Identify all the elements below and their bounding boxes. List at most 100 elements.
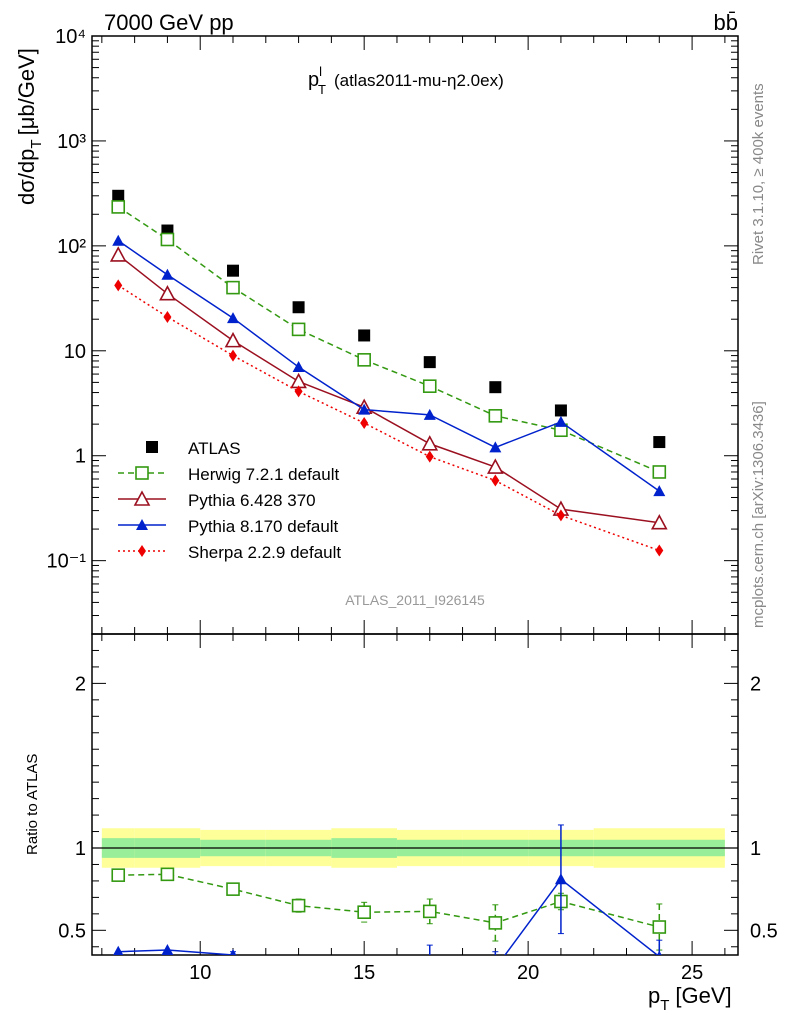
y-tick-label: 1 [75, 446, 86, 468]
data-point [554, 415, 567, 427]
data-point [292, 301, 305, 314]
data-point [487, 458, 504, 474]
data-point [425, 450, 434, 463]
data-point [423, 356, 436, 369]
data-point [112, 234, 125, 246]
legend-entry: ATLAS [146, 439, 241, 458]
data-point [421, 435, 439, 451]
data-point [652, 465, 667, 479]
ratio-line [118, 878, 659, 955]
series-atlas [112, 189, 666, 449]
legend-entry: Pythia 6.428 370 [118, 490, 316, 510]
data-point [135, 466, 149, 480]
data-point [360, 417, 369, 430]
data-point [357, 905, 371, 920]
series-line [117, 206, 660, 473]
data-point [226, 280, 240, 295]
data-point [652, 920, 667, 934]
data-point [653, 436, 666, 449]
y-axis-label: dσ/dpT [μb/GeV] [14, 48, 45, 205]
ratio-y-axis-label: Ratio to ATLAS [24, 754, 41, 855]
legend-label: Pythia 6.428 370 [188, 491, 316, 510]
data-point [294, 385, 303, 398]
data-point [488, 409, 503, 423]
data-point [424, 956, 436, 967]
header-left: 7000 GeV pp [104, 10, 234, 35]
x-tick-label: 10 [189, 962, 211, 984]
data-point [159, 285, 176, 301]
data-point [653, 485, 666, 497]
data-point [146, 441, 158, 453]
data-point [556, 509, 565, 522]
data-point [133, 490, 151, 506]
y-axis-label-unit: [μb/GeV] [14, 48, 39, 135]
data-point [489, 381, 502, 394]
x-tick-label: 20 [517, 962, 539, 984]
legend-label: Sherpa 2.2.9 default [188, 543, 341, 562]
data-point [226, 882, 240, 896]
legend: ATLAS Herwig 7.2.1 default Pythia 6.428 37… [118, 439, 341, 562]
data-point [357, 353, 371, 367]
data-point [114, 279, 123, 292]
ratio-tick-label: 0.5 [58, 920, 86, 942]
series-layer [109, 189, 668, 557]
data-point [422, 379, 437, 393]
ratio-frame [91, 633, 739, 956]
series-pythia-6-428-370 [109, 246, 668, 530]
side-label-bottom: mcplots.cern.ch [arXiv:1306.3436] [750, 401, 767, 628]
data-point [489, 962, 501, 973]
y-tick-label: 10 [64, 341, 86, 363]
data-point [109, 246, 127, 262]
y-tick-label: 10³ [57, 131, 86, 153]
data-point [291, 898, 306, 913]
plot-title: pl T (atlas2011-mu-η2.0ex) [308, 64, 504, 97]
ratio-band-layer [92, 828, 738, 868]
y-tick-label: 10² [57, 236, 86, 258]
data-point [358, 403, 371, 415]
ratio-tick-label-right: 1 [750, 838, 761, 860]
data-point [655, 544, 664, 557]
legend-label: Herwig 7.2.1 default [188, 465, 339, 484]
data-point [161, 268, 174, 280]
data-point [293, 962, 305, 973]
side-label-top: Rivet 3.1.10, ≥ 400k events [750, 83, 767, 265]
series-pythia-8-170-default [112, 234, 666, 497]
data-point [554, 404, 567, 417]
data-point [224, 331, 242, 348]
data-point [292, 361, 305, 373]
data-point [422, 904, 437, 919]
data-point [112, 189, 125, 202]
data-point [113, 945, 124, 955]
data-point [160, 232, 175, 247]
legend-entry: Pythia 8.170 default [118, 517, 339, 536]
data-point [488, 916, 503, 930]
y-tick-label: 10⁴ [55, 26, 86, 48]
data-point [554, 873, 567, 885]
data-point [656, 950, 662, 955]
data-point [227, 312, 240, 324]
x-axis-label: pT [GeV] [648, 983, 732, 1014]
data-point [111, 200, 126, 214]
title-sup: l [319, 64, 322, 79]
legend-label: ATLAS [188, 439, 241, 458]
data-point [491, 474, 500, 487]
axis-layer: 10 15 20 25 10⁻¹ 1 10 10² 10³ 10⁴ 0.5 0.5 1 1 2 2 [47, 26, 778, 984]
y-tick-label: 10⁻¹ [47, 551, 87, 573]
data-point [111, 868, 126, 882]
data-point [227, 264, 240, 277]
title-sub: T [318, 82, 326, 97]
legend-entry: Herwig 7.2.1 default [118, 465, 339, 484]
ratio-layer [111, 824, 667, 973]
ratio-series-pythia-8-170-default [113, 824, 663, 973]
data-point [160, 867, 175, 882]
y-axis-label-main: dσ/dp [14, 149, 39, 205]
data-point [163, 310, 172, 323]
ratio-series-herwig-7-2-1-default [111, 867, 667, 951]
ratio-tick-label: 1 [75, 838, 86, 860]
data-point [136, 519, 148, 530]
data-point [291, 322, 306, 337]
x-axis-label-unit: [GeV] [675, 983, 731, 1008]
ratio-line [118, 873, 660, 928]
ratio-tick-label: 2 [75, 673, 86, 695]
